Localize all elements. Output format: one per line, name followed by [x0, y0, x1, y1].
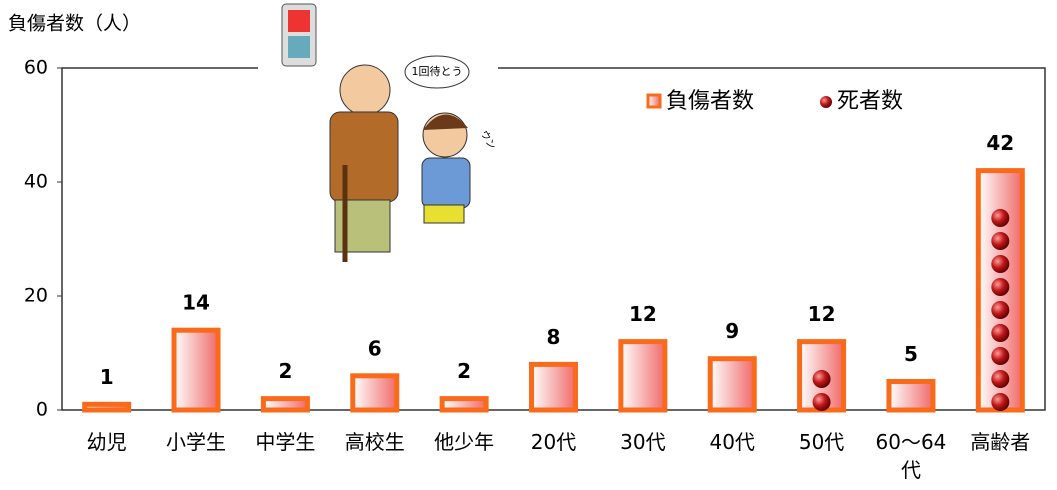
bar: [618, 339, 668, 413]
death-ball: [991, 232, 1010, 250]
value-label: 6: [368, 336, 382, 360]
value-label: 8: [547, 325, 561, 349]
y-axis-label: 負傷者数（人）: [8, 13, 141, 35]
death-ball: [812, 370, 831, 388]
death-ball: [991, 255, 1010, 273]
x-tick-label: 中学生: [255, 430, 316, 454]
speech-bubble: 1回待とう: [412, 64, 463, 78]
legend-swatch: [820, 96, 832, 108]
bar: [439, 396, 489, 413]
x-tick-label: 30代: [620, 430, 666, 454]
death-ball: [991, 209, 1010, 227]
illustration: 1回待とう ウン: [258, 3, 498, 265]
death-ball: [812, 393, 831, 411]
death-ball: [991, 278, 1010, 296]
value-label: 5: [904, 342, 918, 366]
death-ball: [991, 301, 1010, 319]
x-tick-label: 高校生: [344, 430, 405, 454]
legend-swatch: [646, 93, 662, 109]
value-label: 12: [808, 302, 836, 326]
death-ball: [991, 370, 1010, 388]
x-tick-label: 他少年: [434, 430, 495, 454]
x-tick-label: 60～64代: [875, 430, 947, 482]
bar: [82, 401, 132, 413]
bar: [350, 373, 400, 413]
x-tick-label: 50代: [798, 430, 845, 454]
y-tick-label: 40: [24, 171, 48, 193]
y-tick-label: 20: [24, 285, 48, 307]
value-label: 42: [986, 131, 1014, 155]
death-ball: [991, 347, 1010, 365]
value-label: 1: [100, 365, 114, 389]
x-tick-label: 20代: [530, 430, 577, 454]
legend-label: 負傷者数: [666, 89, 754, 114]
value-label: 9: [725, 319, 739, 343]
x-tick-label: 幼児: [86, 430, 127, 454]
bar: [529, 361, 578, 413]
value-label: 12: [629, 302, 657, 326]
x-tick-label: 40代: [709, 430, 755, 454]
x-tick-label: 小学生: [166, 430, 227, 454]
bar: [171, 327, 221, 413]
death-ball: [991, 324, 1010, 342]
legend-label: 死者数: [837, 89, 903, 114]
bar: [260, 396, 310, 413]
x-tick-label: 高齢者: [970, 430, 1031, 454]
value-label: 2: [278, 359, 292, 383]
death-ball: [991, 393, 1010, 411]
value-label: 2: [457, 359, 471, 383]
y-tick-label: 60: [24, 57, 48, 79]
y-tick-label: 0: [36, 399, 48, 421]
bar: [886, 379, 936, 413]
bar: [707, 356, 757, 413]
value-label: 14: [182, 291, 210, 315]
